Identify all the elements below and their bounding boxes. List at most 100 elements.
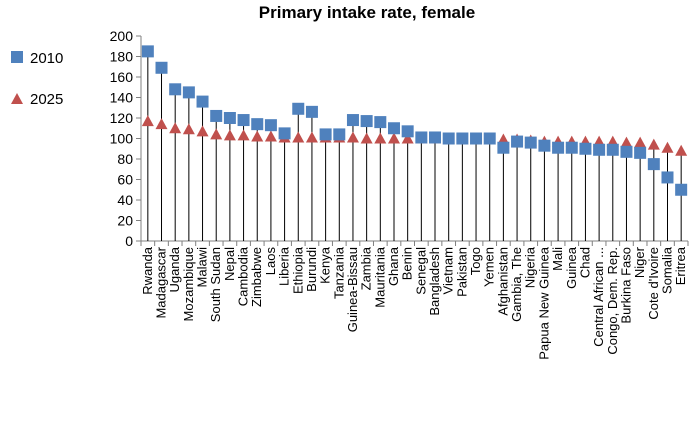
- x-tick-label: Mali: [550, 247, 565, 271]
- point-2025: [387, 132, 400, 144]
- point-2010: [429, 131, 442, 144]
- point-2025: [251, 130, 264, 142]
- point-2025: [196, 125, 209, 137]
- point-2025: [620, 136, 633, 148]
- x-tick-label: Vietnam: [441, 247, 456, 294]
- point-2010: [552, 141, 565, 154]
- y-axis: 0 20 40 60 80 100 120 140 160 180 200: [110, 28, 142, 249]
- x-tick-label: Congo, Dem. Rep.: [605, 247, 620, 355]
- point-2010: [360, 115, 373, 128]
- point-2025: [182, 123, 195, 135]
- y-tick-label: 20: [117, 213, 133, 229]
- x-tick-label: Yemen: [482, 247, 497, 287]
- point-2010: [579, 142, 592, 155]
- point-2010: [565, 141, 578, 154]
- point-2010: [511, 135, 524, 148]
- point-2010: [346, 114, 359, 127]
- point-2025: [647, 138, 660, 150]
- x-tick-label: Rwanda: [140, 246, 155, 294]
- x-tick-label: Burkina Faso: [618, 247, 633, 324]
- point-2025: [237, 129, 250, 141]
- point-2025: [634, 136, 647, 148]
- point-2010: [661, 171, 674, 184]
- point-2025: [360, 132, 373, 144]
- point-2010: [647, 158, 660, 171]
- point-2010: [497, 141, 510, 154]
- x-tick-label: Gambia, The: [509, 247, 524, 322]
- point-2025: [346, 131, 359, 143]
- y-tick-label: 120: [110, 110, 134, 126]
- point-2010: [278, 127, 291, 140]
- y-tick-label: 160: [110, 69, 134, 85]
- x-tick-label: South Sudan: [208, 247, 223, 322]
- point-2025: [675, 144, 688, 156]
- point-2010: [155, 61, 168, 74]
- x-tick-label: Ghana: [386, 246, 401, 286]
- x-tick-label: Afghanistan: [495, 247, 510, 316]
- point-2025: [141, 115, 154, 127]
- x-tick-label: Cote d'Ivoire: [646, 247, 661, 320]
- point-2010: [415, 131, 428, 144]
- point-2010: [593, 143, 606, 156]
- x-tick-label: Somalia: [659, 246, 674, 294]
- legend-label-2010: 2010: [30, 50, 63, 67]
- x-tick-label: Nepal: [222, 247, 237, 281]
- point-2025: [305, 131, 318, 143]
- point-2010: [264, 119, 277, 132]
- x-tick-label: Liberia: [277, 246, 292, 286]
- x-tick-label: Central African ...: [591, 247, 606, 347]
- point-2025: [374, 132, 387, 144]
- x-tick-label: Zimbabwe: [249, 247, 264, 307]
- x-tick-label: Kenya: [318, 246, 333, 284]
- point-2010: [442, 132, 455, 145]
- chart-title: Primary intake rate, female: [259, 3, 475, 22]
- point-2025: [223, 129, 236, 141]
- y-tick-label: 140: [110, 90, 134, 106]
- point-2010: [634, 146, 647, 159]
- x-tick-label: Guinea-Bissau: [345, 247, 360, 332]
- point-2025: [292, 131, 305, 143]
- x-tick-label: Papua New Guinea: [536, 246, 551, 360]
- x-tick-label: Togo: [468, 247, 483, 275]
- point-2010: [169, 83, 182, 96]
- x-tick-label: Laos: [263, 247, 278, 276]
- x-tick-label: Senegal: [413, 247, 428, 295]
- point-2010: [387, 122, 400, 135]
- y-tick-label: 60: [117, 172, 133, 188]
- point-2025: [169, 122, 182, 134]
- point-2010: [251, 118, 264, 131]
- x-tick-label: Eritrea: [673, 246, 688, 285]
- x-tick-label: Mauritania: [372, 246, 387, 307]
- point-2025: [401, 132, 414, 144]
- x-tick-label: Bangladesh: [427, 247, 442, 316]
- point-2010: [237, 114, 250, 127]
- point-2010: [675, 183, 688, 196]
- stems: [147, 51, 682, 241]
- legend-label-2025: 2025: [30, 91, 63, 108]
- x-axis: RwandaMadagascarUgandaMozambiqueMalawiSo…: [140, 240, 689, 360]
- point-2010: [292, 102, 305, 115]
- x-tick-label: Pakistan: [454, 247, 469, 297]
- y-tick-label: 40: [117, 192, 133, 208]
- x-tick-label: Mozambique: [181, 247, 196, 321]
- x-tick-label: Tanzania: [331, 246, 346, 299]
- point-2025: [155, 118, 168, 130]
- point-2010: [483, 132, 496, 145]
- point-2010: [374, 116, 387, 129]
- point-2010: [470, 132, 483, 145]
- y-tick-label: 200: [110, 28, 134, 44]
- point-2010: [620, 145, 633, 158]
- legend-marker-2025: [11, 93, 23, 104]
- point-2025: [661, 141, 674, 153]
- point-2010: [401, 125, 414, 138]
- y-tick-label: 80: [117, 151, 133, 167]
- point-2025: [264, 130, 277, 142]
- x-tick-label: Zambia: [359, 246, 374, 290]
- marks: [141, 45, 688, 196]
- x-tick-label: Cambodia: [236, 246, 251, 306]
- x-tick-label: Niger: [632, 246, 647, 278]
- x-tick-label: Burundi: [304, 247, 319, 292]
- point-2010: [456, 132, 469, 145]
- x-tick-label: Madagascar: [154, 246, 169, 318]
